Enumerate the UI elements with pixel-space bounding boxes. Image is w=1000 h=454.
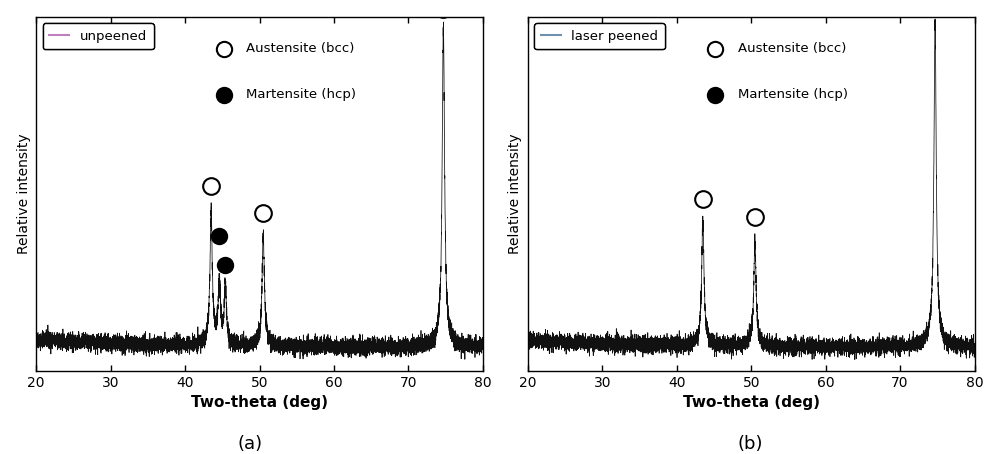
Y-axis label: Relative intensity: Relative intensity xyxy=(508,133,522,254)
Text: Austensite (bcc): Austensite (bcc) xyxy=(738,42,846,55)
X-axis label: Two-theta (deg): Two-theta (deg) xyxy=(191,395,328,410)
Text: Austensite (bcc): Austensite (bcc) xyxy=(246,42,355,55)
X-axis label: Two-theta (deg): Two-theta (deg) xyxy=(683,395,820,410)
Text: Martensite (hcp): Martensite (hcp) xyxy=(738,88,848,101)
Text: (b): (b) xyxy=(737,435,763,454)
Y-axis label: Relative intensity: Relative intensity xyxy=(17,133,31,254)
Legend: unpeened: unpeened xyxy=(43,23,154,49)
Text: (a): (a) xyxy=(237,435,263,454)
Text: Martensite (hcp): Martensite (hcp) xyxy=(246,88,356,101)
Legend: laser peened: laser peened xyxy=(534,23,665,49)
